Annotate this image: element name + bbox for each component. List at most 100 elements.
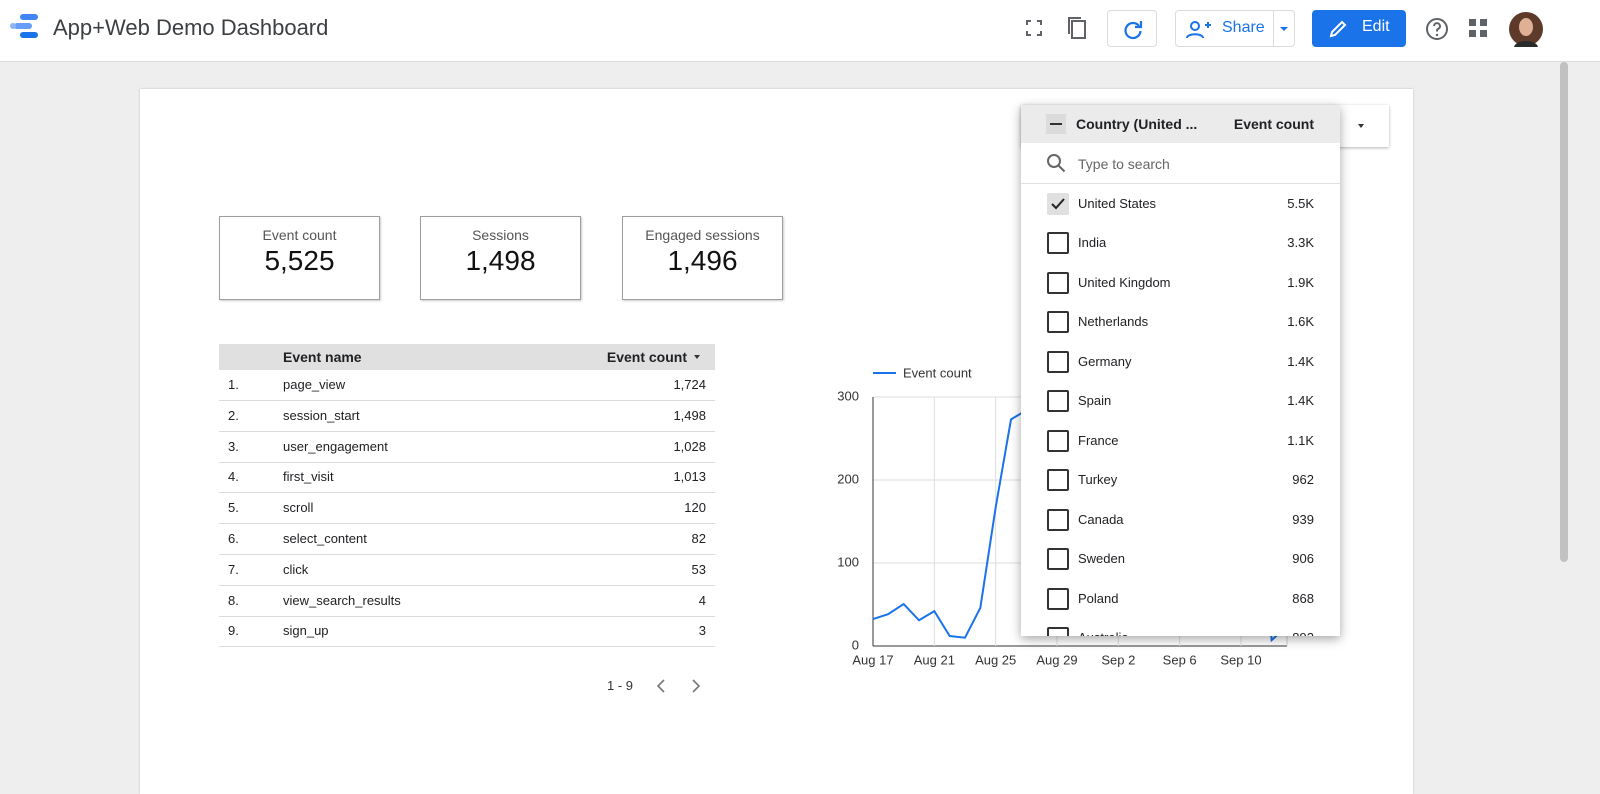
x-tick-label: Aug 25 xyxy=(975,652,1016,667)
country-value: 1.4K xyxy=(1287,393,1314,408)
checkbox xyxy=(1047,508,1069,531)
filter-item[interactable]: France 1.1K xyxy=(1021,421,1340,461)
edit-icon xyxy=(1329,20,1347,38)
filter-item[interactable]: Netherlands 1.6K xyxy=(1021,302,1340,342)
sort-arrow xyxy=(694,355,700,359)
filter-item[interactable]: India 3.3K xyxy=(1021,223,1340,263)
filter-item[interactable]: United Kingdom 1.9K xyxy=(1021,263,1340,303)
search-box[interactable]: Type to search xyxy=(1021,143,1340,184)
table-row: 5. scroll 120 xyxy=(219,493,715,525)
select-all-checkbox[interactable] xyxy=(1046,114,1066,134)
top-bar: App+Web Demo Dashboard Share Edit xyxy=(0,0,1600,62)
country-value: 892 xyxy=(1292,630,1314,636)
filter-dropdown: Country (United ... Event count Type to … xyxy=(1021,105,1340,636)
checkbox xyxy=(1047,429,1069,452)
country-name: Australia xyxy=(1078,630,1129,636)
avatar[interactable] xyxy=(1508,11,1544,47)
country-value: 906 xyxy=(1292,551,1314,566)
country-value: 962 xyxy=(1292,472,1314,487)
row-index: 1. xyxy=(228,377,239,392)
filter-item[interactable]: Spain 1.4K xyxy=(1021,381,1340,421)
legend-label: Event count xyxy=(903,365,972,380)
search-placeholder: Type to search xyxy=(1078,156,1170,172)
row-index: 4. xyxy=(228,469,239,485)
pager-arrows[interactable] xyxy=(653,677,709,695)
event-name: sign_up xyxy=(283,623,329,639)
scorecard: Sessions 1,498 xyxy=(420,216,581,300)
y-tick-label: 200 xyxy=(837,471,859,486)
share-icon xyxy=(1186,21,1211,39)
checkbox xyxy=(1047,311,1069,333)
filter-item[interactable]: Turkey 962 xyxy=(1021,460,1340,500)
row-index: 6. xyxy=(228,531,239,546)
logo[interactable] xyxy=(8,12,40,44)
divider xyxy=(1273,11,1274,46)
checkbox xyxy=(1047,192,1069,215)
table-row: 8. view_search_results 4 xyxy=(219,586,715,617)
fullscreen-icon[interactable] xyxy=(1024,18,1044,38)
event-count: 4 xyxy=(698,592,706,608)
country-value: 5.5K xyxy=(1287,195,1314,211)
event-name: scroll xyxy=(283,500,314,516)
event-name: session_start xyxy=(283,407,360,423)
column-header[interactable]: Event count xyxy=(606,349,687,365)
checkbox xyxy=(1047,587,1069,610)
y-tick-label: 0 xyxy=(852,637,859,652)
refresh-button[interactable] xyxy=(1107,10,1157,47)
event-name: page_view xyxy=(283,377,346,392)
filter-item[interactable]: United States 5.5K xyxy=(1021,184,1340,224)
event-count: 3 xyxy=(698,623,706,639)
table-row: 7. click 53 xyxy=(219,555,715,586)
x-tick-label: Sep 2 xyxy=(1101,652,1135,667)
x-tick-label: Aug 29 xyxy=(1036,652,1077,667)
event-count: 1,724 xyxy=(673,377,706,392)
table-row: 4. first_visit 1,013 xyxy=(219,462,715,494)
row-index: 8. xyxy=(228,592,239,608)
country-name: Canada xyxy=(1078,511,1124,527)
country-value: 1.9K xyxy=(1287,274,1314,290)
country-value: 1.1K xyxy=(1287,432,1314,448)
country-name: France xyxy=(1078,432,1119,448)
filter-arrow xyxy=(1358,124,1364,128)
edit-label: Edit xyxy=(1362,18,1390,35)
share-button[interactable]: Share xyxy=(1175,10,1295,47)
scorecard-label: Event count xyxy=(262,227,337,243)
edit-button[interactable]: Edit xyxy=(1312,10,1406,47)
x-tick-label: Aug 21 xyxy=(914,652,955,667)
share-label: Share xyxy=(1222,19,1265,36)
table-row: 2. session_start 1,498 xyxy=(219,401,715,432)
event-name: view_search_results xyxy=(283,592,401,608)
event-name: select_content xyxy=(283,531,367,546)
check-mark xyxy=(1051,197,1065,209)
scorecard-value: 5,525 xyxy=(264,245,335,276)
event-name: click xyxy=(283,561,309,577)
country-value: 1.4K xyxy=(1287,353,1314,369)
copy-icon[interactable] xyxy=(1065,15,1089,41)
country-name: United Kingdom xyxy=(1078,274,1171,290)
apps-icon[interactable] xyxy=(1469,19,1489,39)
scrollbar[interactable] xyxy=(1560,62,1568,562)
event-name: user_engagement xyxy=(283,438,388,454)
checkbox xyxy=(1047,271,1069,294)
country-name: Germany xyxy=(1078,353,1132,369)
scorecard: Event count 5,525 xyxy=(219,216,380,300)
share-menu-arrow[interactable] xyxy=(1279,25,1289,33)
x-tick-label: Sep 6 xyxy=(1163,652,1197,667)
y-tick-label: 300 xyxy=(837,388,859,403)
row-index: 5. xyxy=(228,500,239,516)
filter-item[interactable]: Australia 892 xyxy=(1021,618,1340,636)
table-header: Event name Event count xyxy=(219,344,715,370)
country-name: India xyxy=(1078,235,1107,250)
filter-item[interactable]: Poland 868 xyxy=(1021,579,1340,619)
country-value: 939 xyxy=(1292,511,1314,527)
filter-item[interactable]: Sweden 906 xyxy=(1021,539,1340,579)
scorecard: Engaged sessions 1,496 xyxy=(622,216,783,300)
table-row: 3. user_engagement 1,028 xyxy=(219,432,715,463)
filter-item[interactable]: Germany 1.4K xyxy=(1021,342,1340,382)
column-header[interactable]: Event name xyxy=(283,349,362,365)
filter-item[interactable]: Canada 939 xyxy=(1021,500,1340,540)
help-icon[interactable] xyxy=(1425,17,1449,41)
scorecard-value: 1,496 xyxy=(667,245,738,276)
pagination: 1 - 9 xyxy=(607,678,634,693)
